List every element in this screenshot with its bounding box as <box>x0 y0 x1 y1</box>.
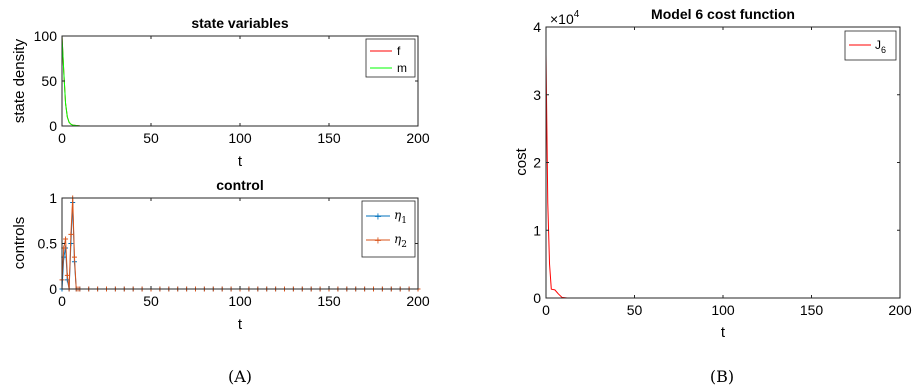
x-tick-label: 200 <box>406 293 430 309</box>
x-tick-label: 150 <box>317 293 341 309</box>
legend-label-eta2: η2 <box>394 232 407 250</box>
subfigure-label-a: (A) <box>228 367 252 386</box>
legend-name: η <box>394 208 402 222</box>
exponent-base: ×10 <box>550 11 574 27</box>
plot-title: state variables <box>191 15 288 31</box>
y-tick-label: 1 <box>533 222 541 238</box>
x-tick-label: 50 <box>627 302 643 318</box>
x-tick-label: 100 <box>228 130 252 146</box>
x-tick-label: 150 <box>800 302 824 318</box>
y-tick-label: 0.5 <box>38 236 58 252</box>
x-tick-label: 200 <box>406 130 430 146</box>
legend-label-eta1: η1 <box>394 208 407 226</box>
legend-label-j6: J6 <box>875 38 886 55</box>
x-tick-label: 200 <box>888 302 912 318</box>
series-marker <box>68 231 74 237</box>
x-tick-label: 100 <box>711 302 735 318</box>
plot-frame <box>545 26 901 299</box>
y-tick-label: 50 <box>41 73 57 89</box>
x-tick-label: 0 <box>58 130 66 146</box>
series-marker <box>71 254 77 260</box>
legend-box <box>365 38 416 78</box>
y-axis-exponent: ×104 <box>550 9 580 27</box>
x-tick-label: 150 <box>317 130 341 146</box>
x-axis-label: t <box>721 324 726 341</box>
y-axis-label: cost <box>513 147 530 175</box>
legend-label-m: m <box>397 61 407 75</box>
y-tick-label: 0 <box>533 290 541 306</box>
series-line-0 <box>61 35 418 127</box>
legend-subscript: 2 <box>401 240 407 250</box>
exponent-power: 4 <box>574 9 580 20</box>
series-line-0 <box>545 54 900 299</box>
x-tick-label: 50 <box>143 130 159 146</box>
x-axis-label: t <box>238 153 243 170</box>
series-marker <box>63 236 69 242</box>
legend: f m <box>365 38 416 78</box>
state-variables-plot: state variables 0 50 100 150 200 0 50 100 t st… <box>11 15 430 170</box>
x-tick-label: 0 <box>58 293 66 309</box>
y-tick-label: 100 <box>34 28 58 44</box>
plot-frame <box>61 35 419 127</box>
series-marker <box>64 272 70 278</box>
plot-title: control <box>216 177 263 193</box>
cost-function-plot: Model 6 cost function ×104 0 50 100 150 200 … <box>513 6 912 341</box>
legend-name: η <box>394 232 402 246</box>
x-axis-label: t <box>238 316 243 333</box>
y-tick-label: 3 <box>533 87 541 103</box>
x-tick-label: 100 <box>228 293 252 309</box>
y-tick-label: 0 <box>49 118 57 134</box>
y-tick-label: 2 <box>533 155 541 171</box>
plot-title: Model 6 cost function <box>651 6 795 22</box>
legend-label-f: f <box>397 44 401 58</box>
legend-subscript: 1 <box>401 216 407 226</box>
subfigure-label-b: (B) <box>710 367 734 386</box>
legend-box <box>361 200 416 258</box>
y-axis-label: state density <box>11 38 28 123</box>
y-axis-label: controls <box>11 217 28 270</box>
control-plot: control 0 50 100 150 200 0 0.5 1 t controls + … <box>11 177 430 333</box>
legend-marker-eta2: + <box>374 236 382 247</box>
y-tick-label: 0 <box>49 281 57 297</box>
x-tick-label: 0 <box>542 302 550 318</box>
y-tick-label: 4 <box>533 19 541 35</box>
y-tick-label: 1 <box>49 190 57 206</box>
legend: + η1 + η2 <box>361 200 416 258</box>
x-tick-label: 50 <box>143 293 159 309</box>
legend-subscript: 6 <box>881 45 886 55</box>
legend: J6 <box>844 30 897 61</box>
series-line-1 <box>61 35 418 127</box>
legend-name: J <box>875 38 881 52</box>
legend-marker-eta1: + <box>374 212 382 223</box>
